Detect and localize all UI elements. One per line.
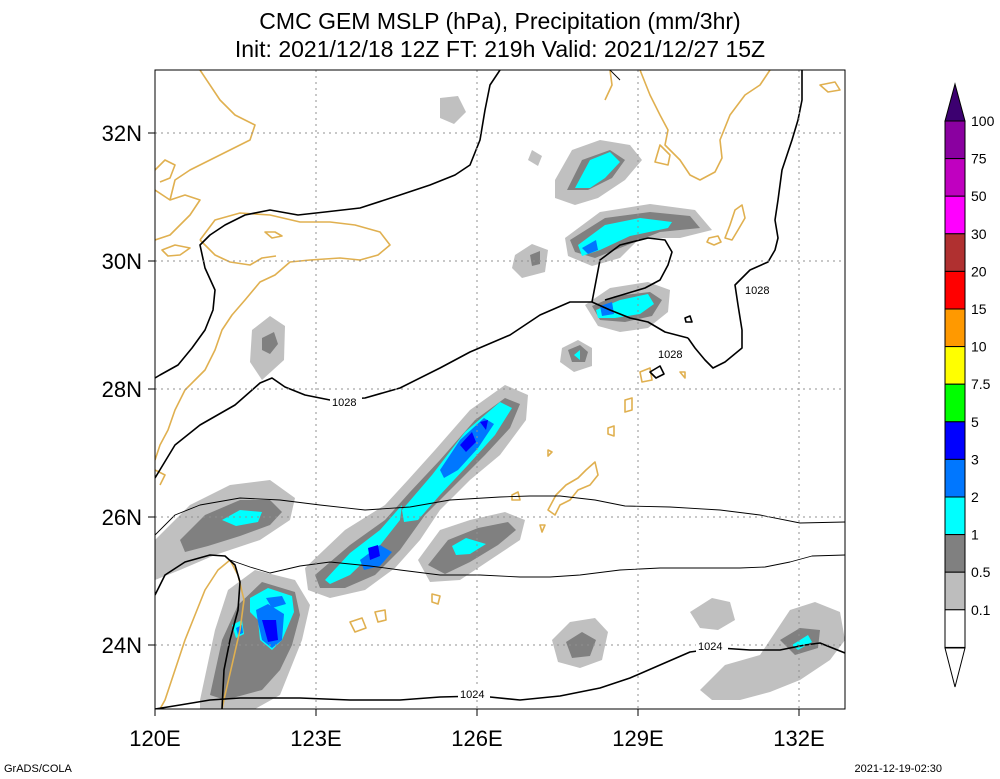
map-plot-area bbox=[155, 70, 845, 709]
y-tick-label: 32N bbox=[102, 121, 142, 146]
colorbar-top-cap bbox=[944, 82, 966, 122]
isobar-label: 1028 bbox=[745, 285, 769, 297]
colorbar-label: 7.5 bbox=[971, 376, 991, 392]
colorbar-segment bbox=[944, 383, 966, 423]
graticule bbox=[155, 70, 845, 709]
colorbar-label: 2 bbox=[971, 489, 979, 505]
footer-timestamp: 2021-12-19-02:30 bbox=[854, 763, 942, 775]
colorbar-label: 10 bbox=[971, 339, 987, 355]
isobar-label: 1024 bbox=[698, 641, 722, 653]
colorbar-label: 15 bbox=[971, 301, 987, 317]
colorbar-segment bbox=[944, 534, 966, 573]
colorbar-segment bbox=[944, 120, 966, 160]
colorbar-label: 1 bbox=[971, 527, 979, 543]
colorbar-label: 100 bbox=[971, 113, 995, 129]
colorbar-segment bbox=[944, 270, 966, 310]
colorbar-label: 20 bbox=[971, 263, 987, 279]
colorbar-label: 0.1 bbox=[971, 602, 991, 618]
isobar-label: 1024 bbox=[460, 689, 484, 701]
isobar-label: 1028 bbox=[658, 349, 682, 361]
colorbar-label: 3 bbox=[971, 451, 979, 467]
colorbar-label: 30 bbox=[971, 226, 987, 242]
colorbar-segment bbox=[944, 458, 966, 498]
colorbar-label: 5 bbox=[971, 414, 979, 430]
colorbar-label: 0.5 bbox=[971, 564, 991, 580]
colorbar-segment bbox=[944, 609, 966, 648]
colorbar: 100 75 50 30 20 15 10 7.5 5 3 2 1 0.5 0.1 bbox=[944, 82, 995, 688]
x-tick-label: 126E bbox=[451, 726, 502, 751]
x-tick-label: 132E bbox=[773, 726, 824, 751]
colorbar-segment bbox=[944, 195, 966, 235]
coastlines bbox=[155, 70, 841, 709]
y-tick-label: 30N bbox=[102, 249, 142, 274]
map-subtitle: Init: 2021/12/18 12Z FT: 219h Valid: 202… bbox=[234, 36, 766, 62]
y-axis: 32N 30N 28N 26N 24N bbox=[102, 121, 142, 658]
isobar-labels: 1028 1028 1028 1024 1024 bbox=[330, 284, 775, 701]
y-tick-label: 28N bbox=[102, 377, 142, 402]
isobars bbox=[155, 70, 845, 709]
footer-credit: GrADS/COLA bbox=[4, 763, 72, 775]
x-tick-label: 129E bbox=[612, 726, 663, 751]
precipitation-3-5mm bbox=[262, 420, 488, 642]
colorbar-label: 75 bbox=[971, 151, 987, 167]
x-tick-label: 120E bbox=[129, 726, 180, 751]
map-title: CMC GEM MSLP (hPa), Precipitation (mm/3h… bbox=[259, 8, 741, 34]
axis-ticks bbox=[148, 132, 800, 716]
colorbar-segment bbox=[944, 346, 966, 385]
colorbar-bottom-cap bbox=[944, 647, 966, 688]
x-tick-label: 123E bbox=[290, 726, 341, 751]
y-tick-label: 26N bbox=[102, 505, 142, 530]
colorbar-segment bbox=[944, 158, 966, 197]
colorbar-segment bbox=[944, 308, 966, 348]
colorbar-label: 50 bbox=[971, 188, 987, 204]
colorbar-segment bbox=[944, 233, 966, 272]
colorbar-segment bbox=[944, 421, 966, 460]
colorbar-segment bbox=[944, 571, 966, 611]
isobar-label: 1028 bbox=[332, 397, 356, 409]
colorbar-segment bbox=[944, 496, 966, 536]
y-tick-label: 24N bbox=[102, 633, 142, 658]
x-axis: 120E 123E 126E 129E 132E bbox=[129, 726, 824, 751]
